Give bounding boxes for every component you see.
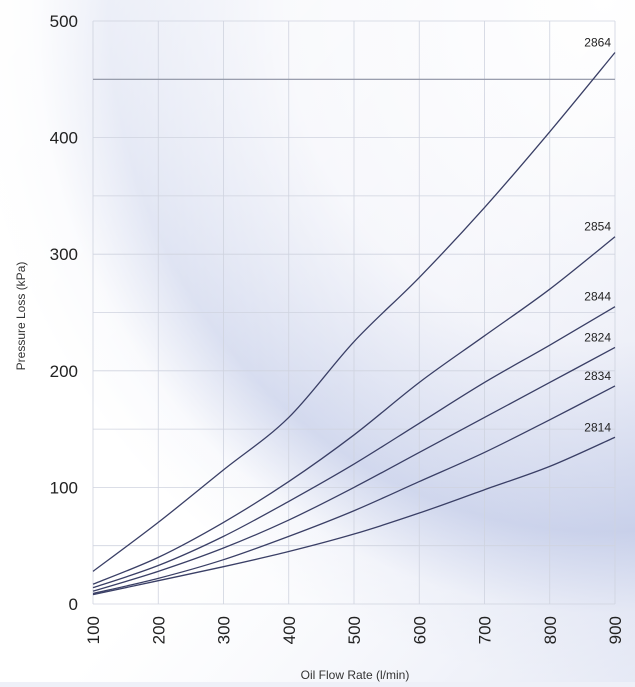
x-tick-label: 200 bbox=[149, 616, 168, 644]
y-tick-label: 400 bbox=[50, 129, 78, 148]
y-tick-label: 200 bbox=[50, 362, 78, 381]
series-line-2854 bbox=[92, 236, 616, 585]
x-tick-label: 600 bbox=[410, 616, 429, 644]
series-line-2834 bbox=[92, 385, 616, 595]
series-line-2824 bbox=[92, 346, 616, 592]
y-tick-label: 100 bbox=[50, 478, 78, 497]
series-label-2824: 2824 bbox=[584, 330, 611, 344]
y-tick-label: 300 bbox=[50, 245, 78, 264]
series-label-2834: 2834 bbox=[584, 369, 611, 383]
series-line-2844 bbox=[92, 306, 616, 589]
series-label-2814: 2814 bbox=[584, 420, 611, 434]
x-tick-label: 500 bbox=[345, 616, 364, 644]
x-tick-label: 400 bbox=[280, 616, 299, 644]
series-labels: 2864 2854 2844 2824 2834 2814 bbox=[584, 35, 611, 434]
x-tick-label: 900 bbox=[606, 616, 625, 644]
series-label-2854: 2854 bbox=[584, 220, 611, 234]
x-axis-label: Oil Flow Rate (l/min) bbox=[301, 668, 410, 682]
series-line-2814 bbox=[92, 436, 616, 596]
tick-labels: 100 200 300 400 500 600 700 800 900 0 100 200 300 400… bbox=[50, 12, 625, 644]
y-tick-label: 0 bbox=[69, 595, 78, 614]
x-tick-label: 700 bbox=[476, 616, 495, 644]
x-tick-label: 800 bbox=[541, 616, 560, 644]
y-axis-label: Pressure Loss (kPa) bbox=[14, 262, 28, 371]
series-label-2844: 2844 bbox=[584, 290, 611, 304]
series-lines bbox=[92, 52, 616, 596]
x-tick-label: 100 bbox=[84, 616, 103, 644]
series-label-2864: 2864 bbox=[584, 35, 611, 49]
x-tick-label: 300 bbox=[215, 616, 234, 644]
series-line-2864 bbox=[92, 52, 616, 572]
y-tick-label: 500 bbox=[50, 12, 78, 31]
